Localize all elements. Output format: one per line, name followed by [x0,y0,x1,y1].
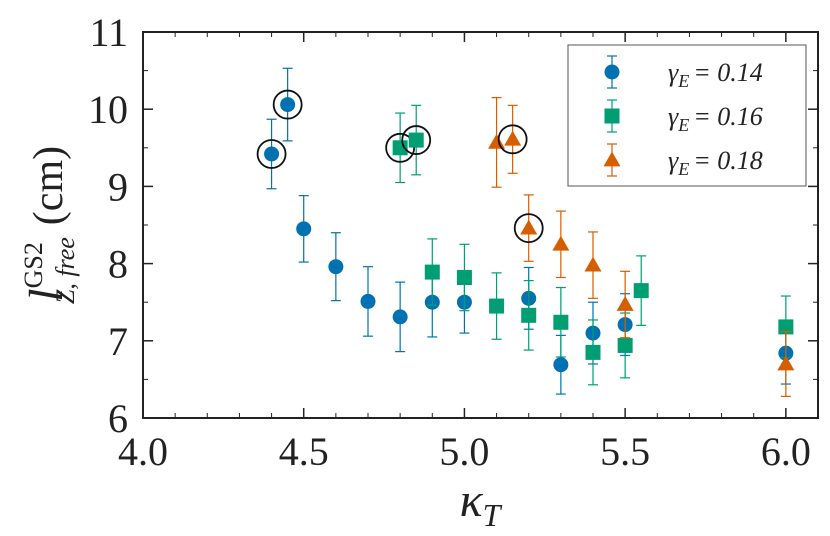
highlight-circle [272,89,303,120]
data-point [392,309,408,325]
series-circle [256,67,794,395]
data-point [584,256,602,272]
data-point [553,357,569,373]
x-tick-label: 6.0 [761,429,811,474]
legend-value: = 0.16 [693,102,763,131]
data-point [585,344,601,360]
x-axis-label-sub: T [483,497,503,533]
data-point [777,355,795,371]
data-point [553,314,569,330]
y-axis-label-sup: GS2 [19,242,48,288]
data-series [256,67,795,397]
legend-gamma: γ [668,102,679,131]
data-point [264,146,280,162]
legend-gamma: γ [668,58,679,87]
legend-marker [603,151,621,167]
x-tick-label: 5.0 [439,429,489,474]
data-point [488,133,506,149]
data-point [521,307,537,323]
legend-subscript: E [677,115,689,135]
y-axis-label-main: l [20,288,73,301]
data-point [520,219,538,235]
data-point [552,235,570,251]
axis-ticks [142,31,819,419]
y-tick-label: 6 [108,396,128,441]
legend-subscript: E [677,159,689,179]
legend-subscript: E [677,71,689,91]
legend-value: = 0.14 [693,58,763,87]
highlight-circle [385,132,416,163]
x-tick-label: 5.5 [600,429,650,474]
legend-label: γE = 0.16 [668,102,763,135]
data-point [280,97,296,113]
x-tick-labels: 4.0 4.5 5.0 5.5 6.0 [118,429,811,474]
data-point [328,259,344,275]
legend-item: γE = 0.16 [604,99,763,135]
y-tick-label: 11 [89,10,128,55]
highlight-circle [256,139,287,169]
data-point [296,221,312,237]
highlight-circle [497,124,528,155]
legend-item: γE = 0.14 [604,55,763,91]
legend-item: γE = 0.18 [603,143,763,179]
series-triangle [488,97,795,397]
data-point [778,319,794,335]
data-point [456,269,472,285]
x-tick-label: 4.5 [279,429,329,474]
y-axis-label: lGS2 Z, free (cm) [19,146,80,304]
y-tick-labels: 6 7 8 9 10 11 [88,10,128,441]
highlight-circle [513,213,544,243]
y-axis-label-unit: (cm) [26,146,72,225]
data-point [424,264,440,280]
x-axis-label-main: κ [460,474,484,527]
series-square [385,104,794,386]
legend-label: γE = 0.14 [668,58,763,91]
y-tick-label: 10 [88,87,128,132]
y-tick-label: 7 [108,319,128,364]
x-tick-label: 4.0 [118,429,168,474]
data-point [360,293,376,309]
legend-gamma: γ [668,146,679,175]
data-point [489,298,505,314]
legend-marker [604,64,620,80]
data-point [504,130,522,146]
y-tick-label: 8 [108,242,128,287]
legend-marker [604,108,620,124]
data-point [616,296,634,311]
legend-value: = 0.18 [693,146,763,175]
data-point [633,283,649,299]
x-axis-label: κT [460,474,503,533]
data-point [617,337,633,353]
data-point [408,132,424,148]
y-axis-label-sub: Z, free [51,237,80,304]
data-point [392,140,408,156]
y-tick-label: 9 [108,164,128,209]
highlight-circle [401,125,432,155]
legend-label: γE = 0.18 [668,146,763,179]
